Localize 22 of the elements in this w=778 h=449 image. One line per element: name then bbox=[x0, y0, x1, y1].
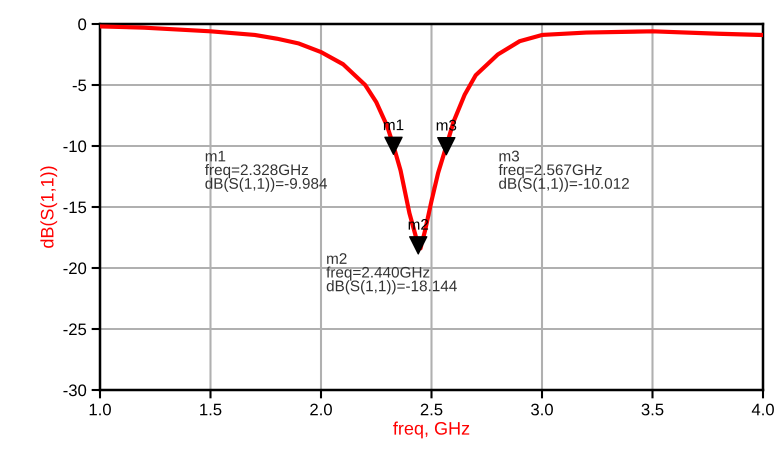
y-tick-label: -10 bbox=[63, 140, 86, 152]
x-tick-label: 1.5 bbox=[200, 404, 222, 416]
x-tick-label: 4.0 bbox=[752, 404, 774, 416]
y-tick-label: -5 bbox=[72, 80, 86, 92]
x-tick-label: 2.5 bbox=[420, 404, 442, 416]
x-tick-label: 3.0 bbox=[531, 404, 553, 416]
y-axis-title: dB(S(1,1)) bbox=[40, 166, 58, 248]
y-tick-label: -20 bbox=[63, 262, 86, 274]
x-tick-label: 1.0 bbox=[90, 404, 111, 416]
y-tick-label: -30 bbox=[63, 384, 86, 396]
annotation: m1 freq=2.328GHz dB(S(1,1))=-9.984 bbox=[204, 150, 328, 192]
point bbox=[384, 136, 403, 156]
x-tick-label: 3.5 bbox=[642, 404, 664, 416]
annotation: m3 freq=2.567GHz dB(S(1,1))=-10.012 bbox=[498, 150, 629, 192]
y-tick-label: -15 bbox=[63, 202, 86, 214]
annotation: m2 freq=2.440GHz dB(S(1,1))=-18.144 bbox=[326, 253, 457, 294]
x-axis-title: freq, GHz bbox=[393, 422, 470, 438]
x-tick-label: 2.0 bbox=[310, 404, 332, 416]
point bbox=[437, 136, 456, 156]
y-tick-label: 0 bbox=[78, 18, 86, 30]
y-tick-label: -25 bbox=[63, 323, 86, 336]
point bbox=[409, 236, 428, 255]
